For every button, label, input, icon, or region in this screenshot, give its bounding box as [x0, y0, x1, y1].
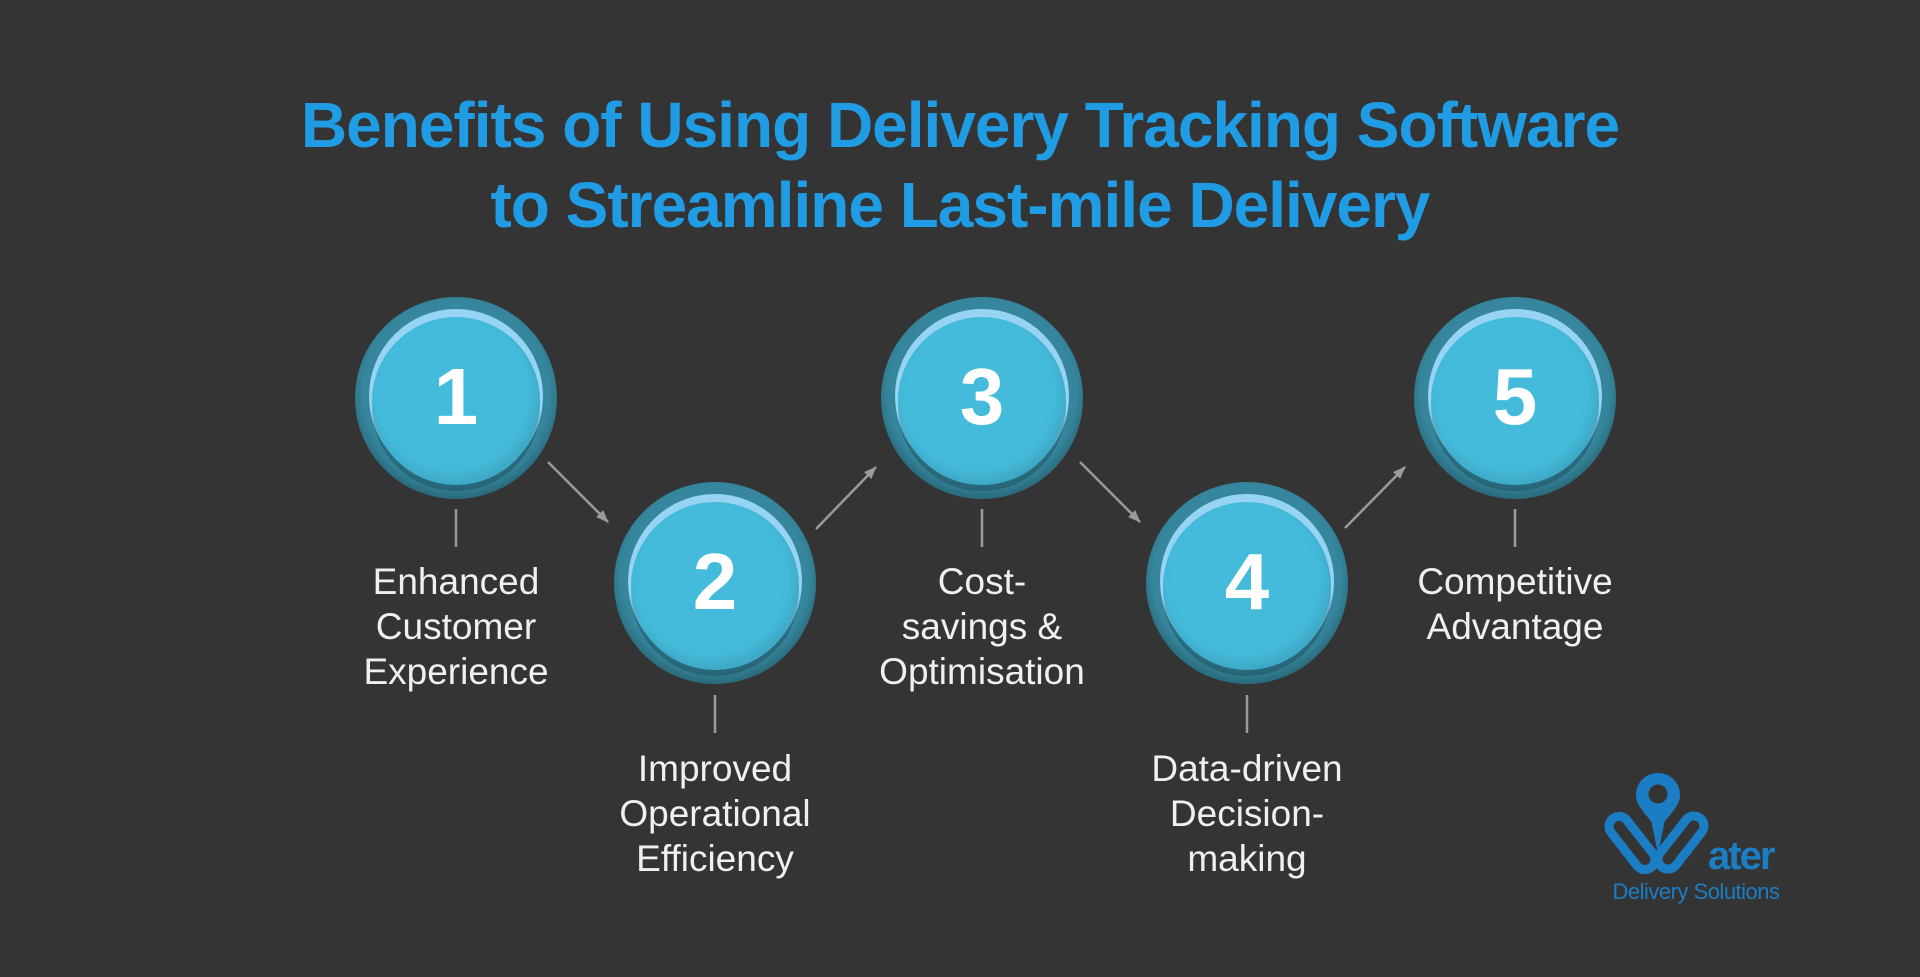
logo-w-mark: [1604, 773, 1709, 875]
arrow-1-to-2: [547, 461, 609, 523]
step-number: 3: [959, 352, 1005, 441]
circle-disc: 5: [1431, 317, 1599, 485]
step-number: 5: [1492, 352, 1538, 441]
step-label-5: Competitive Advantage: [1417, 561, 1613, 647]
step-circle-3: 3: [881, 297, 1083, 499]
page-title: Benefits of Using Delivery Tracking Soft…: [0, 85, 1920, 245]
step-circle-2: 2: [614, 482, 816, 684]
title-line-2: to Streamline Last-mile Delivery: [490, 169, 1430, 241]
arrow-3-to-4: [1079, 461, 1141, 523]
circle-disc: 1: [372, 317, 540, 485]
step-label-3: Cost- savings & Optimisation: [879, 561, 1085, 692]
brand-logo: ater Delivery Solutions: [1580, 762, 1800, 910]
step-circle-5: 5: [1414, 297, 1616, 499]
step-circle-4: 4: [1146, 482, 1348, 684]
title-line-1: Benefits of Using Delivery Tracking Soft…: [300, 89, 1620, 161]
location-pin-icon: [1636, 773, 1680, 854]
step-circle-1: 1: [355, 297, 557, 499]
circle-disc: 3: [898, 317, 1066, 485]
arrow-2-to-3: [815, 466, 877, 530]
logo-wordmark-suffix: ater: [1708, 834, 1775, 878]
step-number: 1: [433, 352, 479, 441]
step-label-1: Enhanced Customer Experience: [363, 561, 549, 692]
circle-disc: 4: [1163, 502, 1331, 670]
circle-disc: 2: [631, 502, 799, 670]
step-label-2: Improved Operational Efficiency: [619, 748, 811, 879]
step-label-4: Data-driven Decision- making: [1151, 748, 1343, 879]
step-number: 4: [1224, 537, 1270, 626]
arrow-4-to-5: [1344, 466, 1406, 529]
step-number: 2: [692, 537, 738, 626]
logo-tagline: Delivery Solutions: [1612, 879, 1780, 904]
